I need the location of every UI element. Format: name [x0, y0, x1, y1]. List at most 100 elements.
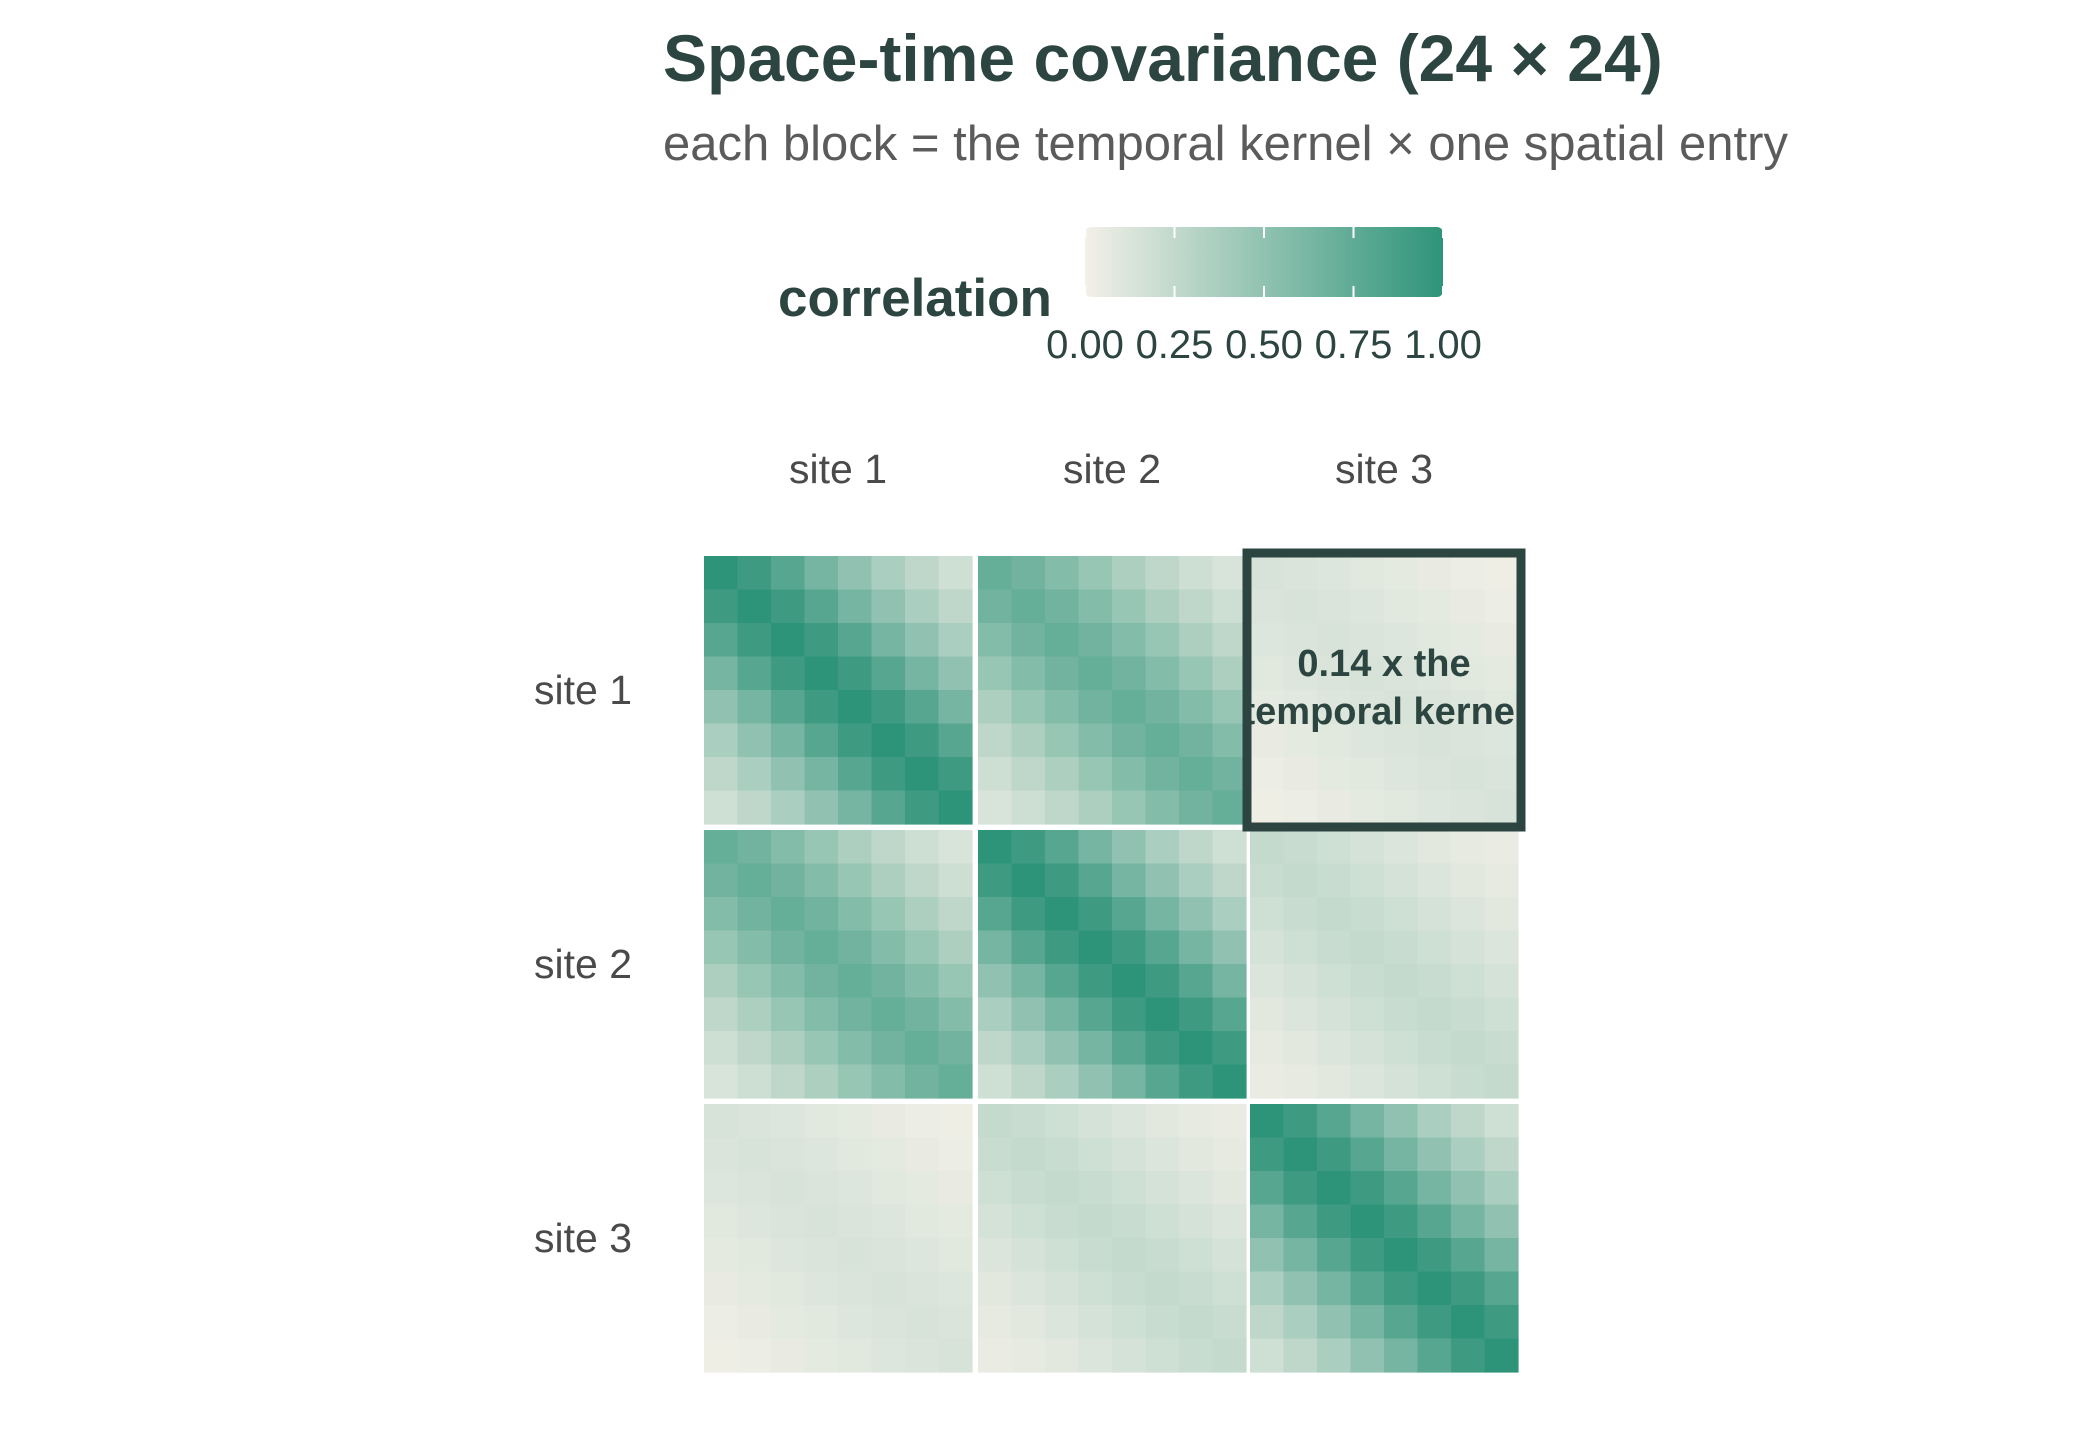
heatmap-cell — [1484, 997, 1519, 1032]
heatmap-cell — [1350, 1338, 1385, 1373]
heatmap-cell — [1451, 1064, 1486, 1099]
heatmap-cell — [1417, 1238, 1452, 1273]
heatmap-cell — [804, 1271, 839, 1306]
heatmap-cell — [704, 723, 739, 758]
heatmap-cell — [1484, 1305, 1519, 1340]
heatmap-cell — [1078, 964, 1113, 999]
heatmap-cell — [1417, 757, 1452, 792]
heatmap-cell — [838, 1064, 873, 1099]
heatmap-cell — [1011, 897, 1046, 932]
heatmap-cell — [1384, 964, 1419, 999]
heatmap-cell — [905, 1338, 940, 1373]
heatmap-cell — [1417, 830, 1452, 865]
heatmap-cell — [1212, 757, 1247, 792]
heatmap-cell — [1250, 556, 1285, 591]
heatmap-cell — [1078, 1104, 1113, 1139]
heatmap-cell — [1145, 656, 1180, 691]
heatmap-cell — [1112, 1305, 1147, 1340]
heatmap-cell — [1179, 1137, 1214, 1172]
heatmap-cell — [771, 1271, 806, 1306]
heatmap-cell — [938, 790, 973, 825]
heatmap-cell — [905, 863, 940, 898]
heatmap-cell — [1250, 1137, 1285, 1172]
heatmap-cell — [938, 863, 973, 898]
heatmap-cell — [1112, 863, 1147, 898]
heatmap-cell — [978, 1238, 1013, 1273]
heatmap-cell — [804, 623, 839, 658]
heatmap-cell — [905, 723, 940, 758]
heatmap-cell — [1484, 830, 1519, 865]
heatmap-cell — [1045, 1204, 1080, 1239]
heatmap-cell — [1145, 1338, 1180, 1373]
heatmap-cell — [1250, 1171, 1285, 1206]
heatmap-cell — [1317, 930, 1352, 965]
heatmap-cell — [1045, 556, 1080, 591]
heatmap-cell — [871, 1064, 906, 1099]
heatmap-cell — [1011, 790, 1046, 825]
heatmap-cell — [1417, 790, 1452, 825]
heatmap-cell — [1011, 1171, 1046, 1206]
heatmap-cell — [1484, 1204, 1519, 1239]
heatmap-cell — [978, 1204, 1013, 1239]
heatmap-cell — [838, 1305, 873, 1340]
heatmap-cell — [1112, 1064, 1147, 1099]
heatmap-cell — [1045, 897, 1080, 932]
heatmap-cell — [704, 930, 739, 965]
heatmap-cell — [1417, 897, 1452, 932]
heatmap-cell — [1384, 897, 1419, 932]
heatmap-cell — [1451, 1104, 1486, 1139]
highlight-annotation: 0.14 x the temporal kernel — [1242, 548, 1526, 832]
heatmap-cell — [838, 623, 873, 658]
heatmap-cell — [737, 757, 772, 792]
heatmap-cell — [1451, 830, 1486, 865]
heatmap-cell — [1451, 1305, 1486, 1340]
heatmap-cell — [871, 623, 906, 658]
heatmap-cell — [1112, 790, 1147, 825]
heatmap-cell — [1145, 1137, 1180, 1172]
heatmap-cell — [905, 830, 940, 865]
heatmap-cell — [871, 1204, 906, 1239]
heatmap-cell — [737, 623, 772, 658]
heatmap-cell — [1384, 930, 1419, 965]
heatmap-cell — [1045, 964, 1080, 999]
heatmap-cell — [1283, 589, 1318, 624]
heatmap-cell — [704, 1271, 739, 1306]
heatmap-cell — [771, 723, 806, 758]
heatmap-cell — [978, 897, 1013, 932]
heatmap-cell — [1451, 964, 1486, 999]
heatmap-cell — [1417, 690, 1452, 725]
heatmap-cell — [1451, 656, 1486, 691]
heatmap-cell — [905, 1031, 940, 1066]
heatmap-cell — [1451, 623, 1486, 658]
heatmap-cell — [938, 1271, 973, 1306]
heatmap-cell — [1484, 690, 1519, 725]
heatmap-cell — [1283, 863, 1318, 898]
heatmap-cell — [1484, 556, 1519, 591]
heatmap-cell — [871, 930, 906, 965]
chart-subtitle: each block = the temporal kernel × one s… — [663, 117, 1788, 171]
heatmap-cell — [1212, 723, 1247, 758]
heatmap-cell — [1350, 930, 1385, 965]
heatmap-cell — [1011, 1305, 1046, 1340]
heatmap-cell — [1283, 1238, 1318, 1273]
heatmap-cell — [1250, 1031, 1285, 1066]
heatmap-cell — [1451, 790, 1486, 825]
column-label: site 3 — [1335, 446, 1433, 492]
heatmap-cell — [871, 1238, 906, 1273]
heatmap-cell — [978, 930, 1013, 965]
heatmap-cell — [737, 1031, 772, 1066]
heatmap-cell — [1179, 1338, 1214, 1373]
heatmap-cell — [978, 997, 1013, 1032]
heatmap-cell — [1350, 830, 1385, 865]
heatmap-cell — [1145, 897, 1180, 932]
heatmap-cell — [1384, 1204, 1419, 1239]
heatmap-cell — [1384, 623, 1419, 658]
heatmap-cell — [704, 556, 739, 591]
heatmap-cell — [737, 656, 772, 691]
heatmap-cell — [1283, 1031, 1318, 1066]
heatmap-cell — [1045, 1137, 1080, 1172]
heatmap-cell — [737, 964, 772, 999]
heatmap-cell — [1179, 1104, 1214, 1139]
heatmap-cell — [938, 589, 973, 624]
heatmap-cell — [1451, 1171, 1486, 1206]
